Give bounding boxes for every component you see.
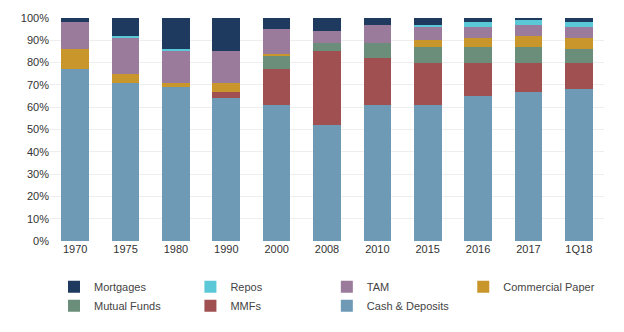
svg-text:1970: 1970 [63,243,87,255]
svg-text:2010: 2010 [365,243,389,255]
svg-text:Commercial Paper: Commercial Paper [503,281,594,293]
svg-text:MMFs: MMFs [230,300,261,312]
svg-text:1Q18: 1Q18 [565,243,592,255]
svg-text:50%: 50% [27,123,49,135]
svg-text:Mutual Funds: Mutual Funds [94,300,161,312]
svg-text:100%: 100% [21,12,49,24]
svg-text:40%: 40% [27,146,49,158]
svg-text:2008: 2008 [315,243,339,255]
svg-text:Repos: Repos [230,281,262,293]
svg-text:0%: 0% [33,235,49,247]
svg-text:2000: 2000 [264,243,288,255]
svg-text:1975: 1975 [113,243,137,255]
svg-text:20%: 20% [27,190,49,202]
svg-text:1980: 1980 [164,243,188,255]
svg-text:2016: 2016 [466,243,490,255]
svg-text:TAM: TAM [367,281,389,293]
svg-text:1990: 1990 [214,243,238,255]
svg-text:30%: 30% [27,168,49,180]
svg-text:10%: 10% [27,213,49,225]
svg-text:2017: 2017 [516,243,540,255]
svg-text:90%: 90% [27,34,49,46]
svg-text:Cash & Deposits: Cash & Deposits [367,300,449,312]
svg-text:70%: 70% [27,79,49,91]
svg-text:60%: 60% [27,101,49,113]
svg-text:2015: 2015 [415,243,439,255]
svg-text:Mortgages: Mortgages [94,281,146,293]
svg-text:80%: 80% [27,56,49,68]
